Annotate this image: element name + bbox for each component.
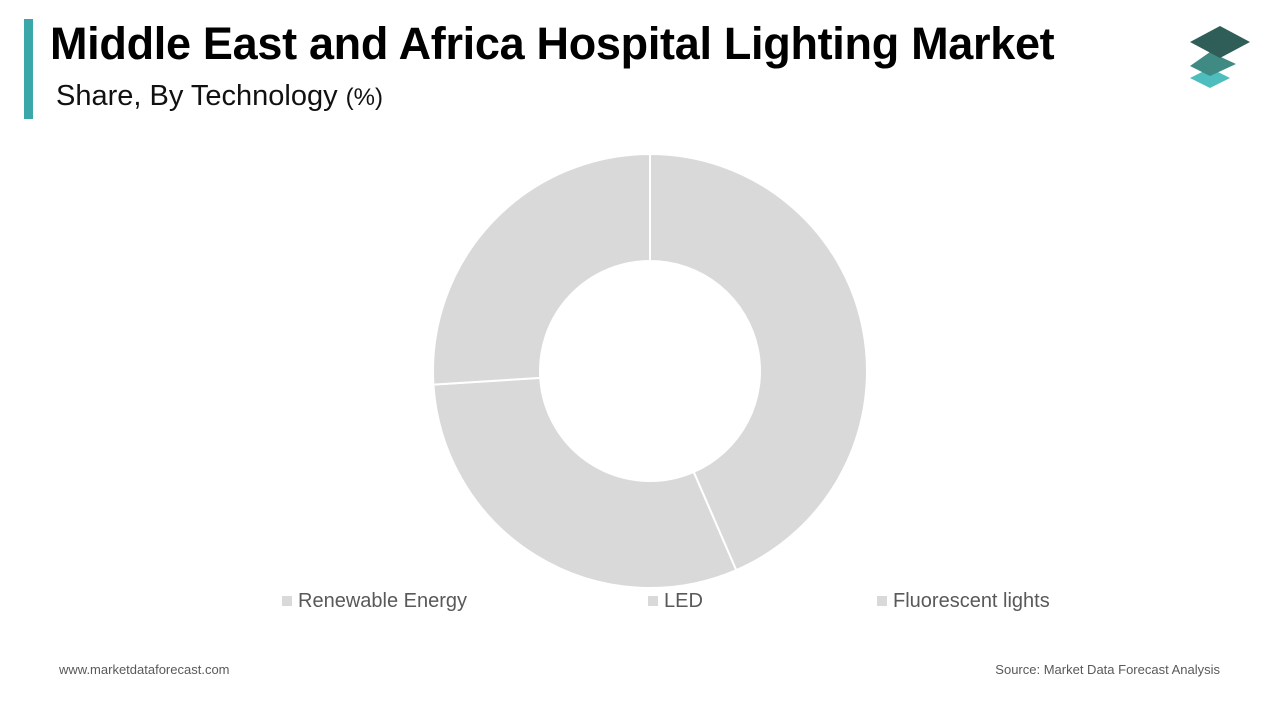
logo-bottom-layer: [1190, 68, 1230, 88]
donut-slice-led: [432, 376, 738, 589]
stacked-layers-icon: [1190, 26, 1250, 88]
footer-source: Source: Market Data Forecast Analysis: [995, 662, 1220, 677]
legend-item-renewable-energy: Renewable Energy: [282, 590, 467, 612]
subtitle-unit: (%): [345, 84, 383, 111]
donut-slices: [432, 152, 868, 589]
legend-swatch: [648, 596, 658, 606]
chart-title: Middle East and Africa Hospital Lighting…: [50, 18, 1055, 69]
legend-swatch: [877, 596, 887, 606]
legend-label: LED: [664, 589, 703, 612]
logo-middle-layer: [1190, 52, 1236, 76]
legend-item-led: LED: [648, 590, 703, 612]
chart-subtitle: Share, By Technology (%): [56, 78, 383, 116]
legend-item-fluorescent-lights: Fluorescent lights: [877, 590, 1050, 612]
footer-website: www.marketdataforecast.com: [59, 662, 230, 677]
legend-label: Fluorescent lights: [893, 589, 1050, 612]
legend-label: Renewable Energy: [298, 589, 467, 612]
donut-slice-renewable-energy: [649, 152, 868, 572]
legend-swatch: [282, 596, 292, 606]
subtitle-text: Share, By Technology: [56, 80, 338, 112]
logo-top-layer: [1190, 26, 1250, 58]
title-accent-bar: [24, 19, 33, 119]
donut-slice-fluorescent-lights: [432, 152, 651, 386]
